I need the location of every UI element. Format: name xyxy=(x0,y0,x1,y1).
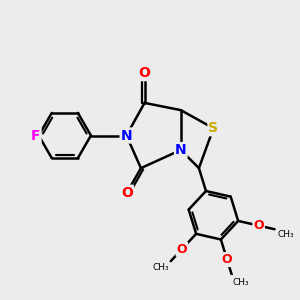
Text: O: O xyxy=(253,219,264,232)
Text: CH₃: CH₃ xyxy=(278,230,294,239)
Text: CH₃: CH₃ xyxy=(233,278,249,287)
Text: O: O xyxy=(139,66,151,80)
Text: O: O xyxy=(121,186,133,200)
Text: O: O xyxy=(222,253,232,266)
Text: N: N xyxy=(121,128,132,142)
Text: S: S xyxy=(208,121,218,135)
Text: F: F xyxy=(31,128,40,142)
Text: O: O xyxy=(176,243,187,256)
Text: N: N xyxy=(175,143,187,157)
Text: CH₃: CH₃ xyxy=(152,263,169,272)
